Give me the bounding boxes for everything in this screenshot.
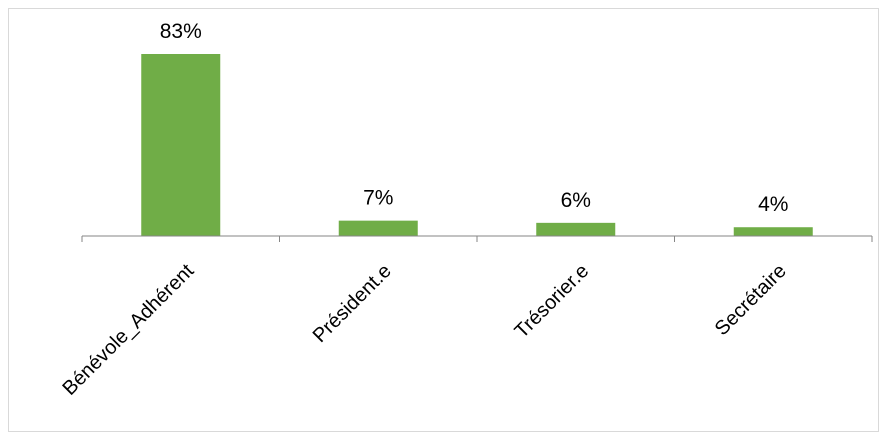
category-labels-group: Bénévole_Adhérent Président.e Trésorier.e S… (58, 260, 790, 400)
data-label: 4% (758, 193, 788, 216)
category-label: Bénévole_Adhérent (58, 260, 198, 400)
bar (141, 54, 221, 236)
x-axis (81, 235, 873, 242)
category-label: Trésorier.e (511, 260, 594, 343)
category-label: Secrétaire (711, 260, 791, 340)
bars-group (141, 54, 813, 236)
data-label: 83% (160, 20, 202, 43)
category-label: Président.e (309, 260, 396, 347)
bar (733, 227, 813, 236)
data-labels-group: 83% 7% 6% 4% (160, 20, 789, 216)
bar (338, 220, 418, 236)
bar (536, 222, 616, 236)
data-label: 7% (363, 187, 393, 210)
data-label: 6% (561, 189, 591, 212)
